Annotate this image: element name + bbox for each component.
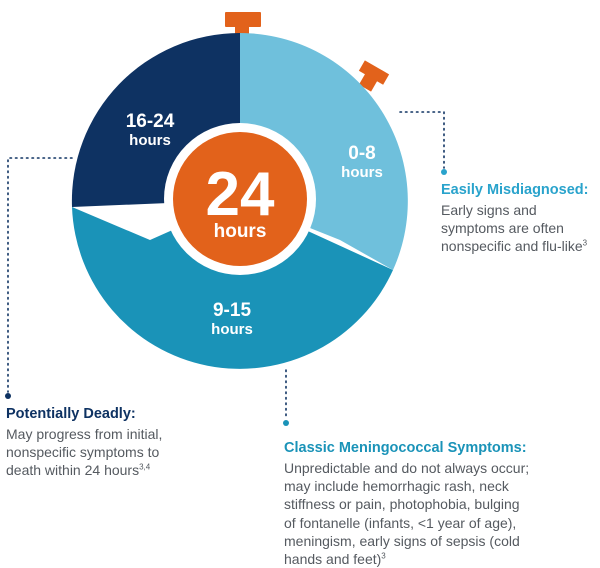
note-potentially-deadly: Potentially Deadly: May progress from in… [6, 406, 206, 480]
segment-16-24-unit: hours [129, 131, 171, 149]
segment-0-8-label: 0-8 hours [320, 143, 404, 181]
note-classic-body: Unpredictable and do not always occur; m… [284, 459, 584, 568]
note-classic-line: hands and feet) [284, 550, 382, 567]
stopwatch-crown-cap [225, 12, 261, 27]
segment-0-8-unit: hours [341, 163, 383, 181]
segment-16-24-range: 16-24 [125, 111, 175, 132]
leader-deadly-dot [5, 393, 11, 399]
note-deadly-title: Potentially Deadly: [6, 406, 136, 422]
note-easily-line: nonspecific and flu-like [441, 238, 583, 255]
note-deadly-line: death within 24 hours [6, 462, 140, 479]
center-disc [173, 132, 307, 266]
segment-16-24-label: 16-24 hours [108, 111, 192, 149]
note-classic-symptoms: Classic Meningococcal Symptoms: Unpredic… [284, 440, 584, 568]
note-easily-line: symptoms are often [441, 220, 564, 237]
note-deadly-line: nonspecific symptoms to [6, 444, 160, 461]
note-classic-line: may include hemorrhagic rash, neck [284, 478, 509, 495]
note-classic-line: of fontanelle (infants, <1 year of age), [284, 514, 517, 531]
leader-easily-dot [441, 169, 447, 175]
note-easily-line: Early signs and [441, 202, 537, 218]
leader-classic-dot [283, 420, 289, 426]
note-classic-footnote: 3 [381, 551, 386, 561]
segment-9-15-unit: hours [211, 320, 253, 338]
note-deadly-footnote: 3,4 [139, 462, 151, 472]
segment-9-15-label: 9-15 hours [190, 300, 274, 338]
leader-potentially-deadly [7, 157, 73, 393]
note-deadly-line: May progress from initial, [6, 426, 163, 442]
note-easily-footnote: 3 [582, 238, 588, 248]
stopwatch-side-button [358, 60, 390, 92]
note-easily-title: Easily Misdiagnosed: [441, 182, 589, 198]
note-classic-title: Classic Meningococcal Symptoms: [284, 440, 527, 456]
leader-easily-misdiagnosed [399, 111, 445, 169]
note-classic-line: meningism, early signs of sepsis (cold [284, 532, 520, 549]
segment-0-8-range: 0-8 [348, 143, 376, 164]
center-number: 24 [205, 160, 275, 229]
note-easily-misdiagnosed: Easily Misdiagnosed: Early signs and sym… [441, 182, 599, 256]
segment-9-15-wedge [72, 200, 393, 369]
note-classic-line: Unpredictable and do not always occur; [284, 460, 530, 476]
note-easily-body: Early signs and symptoms are often nonsp… [441, 201, 599, 256]
note-deadly-body: May progress from initial, nonspecific s… [6, 425, 206, 480]
center-unit: hours [213, 221, 267, 242]
note-classic-line: stiffness or pain, photophobia, bulging [284, 496, 520, 513]
segment-9-15-range: 9-15 [212, 300, 252, 321]
